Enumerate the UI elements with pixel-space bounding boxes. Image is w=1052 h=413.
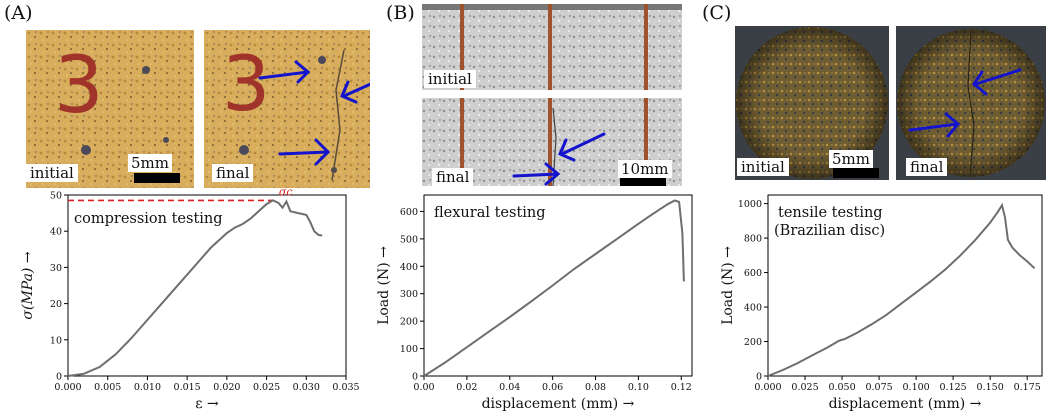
chart-compression: 0.000 0.005 0.010 0.015 0.020 0.025 0.030 0.035… [20,185,360,412]
y-tick-label: 400 [744,303,762,314]
x-tick-label: 0.075 [865,382,892,393]
scale-label-b: 10mm [618,160,672,178]
scale-bar-a [134,173,180,183]
x-axis-label: displacement (mm) → [829,396,982,412]
y-axis-label: Load (N) → [720,246,736,325]
photo-b-final: final 10mm [422,98,682,186]
y-tick-label: 40 [50,227,62,238]
y-tick-label: 1000 [738,199,762,210]
crack-arrows-b [512,132,606,186]
x-tick-label: 0.08 [585,382,606,393]
x-tick-label: 0.02 [456,382,477,393]
photo-a-final: 3 final [204,30,370,188]
x-tick-label: 0.025 [791,382,818,393]
photo-a-initial: 3 initial 5mm [26,30,194,188]
x-tick-label: 0.12 [671,382,692,393]
chart-annotation: tensile testing [778,205,883,221]
photo-label-final-b: final [432,168,474,186]
chart-annotation-line2: (Brazilian disc) [774,223,885,239]
x-tick-label: 0.015 [174,382,201,393]
x-tick-label: 0.175 [1014,382,1041,393]
plot-frame [67,194,347,377]
plot-frame [767,194,1043,377]
panel-letter-a: (A) [4,2,33,24]
specimen-mark-final: 3 [222,39,270,128]
y-tick-label: 800 [744,234,762,245]
y-tick-label: 30 [50,263,62,274]
scale-bar-b [620,178,666,186]
data-curve [767,202,1036,377]
x-axis-label: ε → [195,396,219,412]
y-tick-label: 400 [400,262,418,273]
peak-label: σc [279,185,293,198]
x-tick-label: 0.00 [413,382,434,393]
x-tick-label: 0.150 [977,382,1004,393]
photo-b-initial: initial [422,4,682,90]
x-tick-label: 0.035 [332,382,359,393]
y-tick-label: 0 [756,372,762,383]
chart-annotation: compression testing [74,211,223,227]
y-tick-label: 200 [400,317,418,328]
chart-tensile: 0.000 0.025 0.050 0.075 0.100 0.125 0.150 0.175… [720,194,1043,412]
x-tick-label: 0.030 [293,382,320,393]
photo-label-initial-a: initial [26,164,78,182]
data-curve [423,199,685,377]
x-tick-label: 0.000 [754,382,781,393]
x-axis-label: displacement (mm) → [482,396,635,412]
photo-c-initial: initial 5mm [735,26,889,180]
y-tick-label: 50 [50,191,62,202]
x-tick-label: 0.04 [499,382,520,393]
y-tick-label: 600 [400,207,418,218]
x-tick-label: 0.020 [213,382,240,393]
y-tick-label: 0 [412,372,418,383]
panel-letter-c: (C) [702,2,732,24]
specimen-mark: 3 [54,41,104,131]
crack-arrows-c [908,68,1022,138]
plot-frame [423,194,693,377]
x-tick-label: 0.010 [134,382,161,393]
y-axis-label: Load (N) → [376,246,392,325]
chart-annotation: flexural testing [434,205,546,221]
y-tick-label: 0 [56,372,62,383]
x-tick-label: 0.025 [253,382,280,393]
panel-letter-b: (B) [386,2,415,24]
scale-label-a: 5mm [128,154,172,172]
y-tick-label: 600 [744,268,762,279]
photo-label-initial-c: initial [737,158,789,176]
y-tick-label: 200 [744,337,762,348]
photo-label-initial-b: initial [424,70,476,88]
chart-flexural: 0.00 0.02 0.04 0.06 0.08 0.10 0.12 0 100 200 300 40… [376,194,693,412]
data-curve [67,199,323,377]
scale-bar-c [833,168,879,178]
y-axis-label: σ(MPa) → [20,251,36,319]
photo-label-final-a: final [212,164,254,182]
x-tick-label: 0.125 [940,382,967,393]
sand-specimen-final: 3 [204,30,370,188]
photo-c-final: final [896,26,1046,180]
x-tick-label: 0.000 [54,382,81,393]
x-tick-label: 0.050 [828,382,855,393]
y-tick-label: 500 [400,234,418,245]
y-tick-label: 20 [50,299,62,310]
y-tick-label: 100 [400,344,418,355]
x-tick-label: 0.100 [903,382,930,393]
x-tick-label: 0.005 [94,382,121,393]
brazilian-disc-final [896,26,1046,180]
photo-label-final-c: final [906,158,948,176]
y-tick-label: 300 [400,289,418,300]
scale-label-c: 5mm [829,150,873,168]
x-tick-label: 0.10 [628,382,649,393]
y-tick-label: 10 [50,335,62,346]
x-tick-label: 0.06 [542,382,563,393]
crack-arrows-a [258,60,370,166]
